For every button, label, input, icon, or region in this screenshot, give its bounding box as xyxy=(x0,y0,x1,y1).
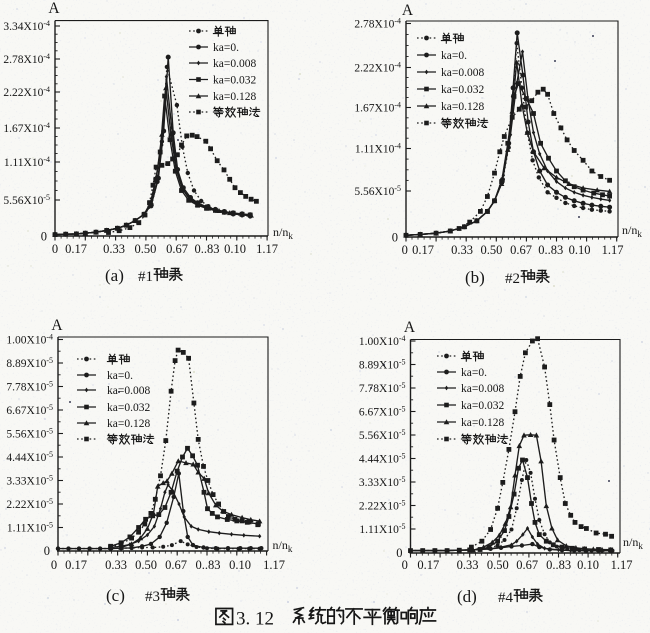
svg-text:#2: #2 xyxy=(505,271,520,287)
svg-text:ka=0.008: ka=0.008 xyxy=(107,385,150,397)
svg-text:0.17: 0.17 xyxy=(65,558,87,572)
svg-text:ka=0.: ka=0. xyxy=(107,370,133,382)
svg-text:1.00X10-4: 1.00X10-4 xyxy=(359,334,406,348)
svg-text:0.33: 0.33 xyxy=(103,242,125,256)
svg-text:1.17: 1.17 xyxy=(256,242,278,256)
svg-text:0.67: 0.67 xyxy=(510,243,532,257)
svg-text:0.33: 0.33 xyxy=(451,243,473,257)
svg-text:0.10: 0.10 xyxy=(229,558,251,572)
svg-text:A: A xyxy=(51,317,63,334)
svg-text:0..83: 0..83 xyxy=(546,558,571,572)
svg-text:1.17: 1.17 xyxy=(602,243,624,257)
svg-text:(a): (a) xyxy=(105,266,124,285)
svg-text:5.56X10-5: 5.56X10-5 xyxy=(3,193,50,207)
svg-text:2.78X10-4: 2.78X10-4 xyxy=(3,52,50,66)
svg-text:ka=0.128: ka=0.128 xyxy=(107,418,150,430)
svg-text:0.33: 0.33 xyxy=(105,558,127,572)
svg-text:(b): (b) xyxy=(465,268,485,287)
svg-text:0: 0 xyxy=(392,231,398,245)
svg-text:0..83: 0..83 xyxy=(195,242,220,256)
svg-text:3. 12: 3. 12 xyxy=(236,609,274,630)
svg-text:n/nk: n/nk xyxy=(623,535,643,551)
svg-text:ka=0.128: ka=0.128 xyxy=(441,101,484,113)
svg-text:8.89X10-5: 8.89X10-5 xyxy=(6,356,53,370)
svg-text:0: 0 xyxy=(41,230,47,244)
svg-text:(c): (c) xyxy=(106,586,125,605)
svg-text:1.11X10-5: 1.11X10-5 xyxy=(7,521,53,535)
svg-text:A: A xyxy=(402,2,414,19)
svg-text:#1: #1 xyxy=(138,269,153,285)
svg-text:0: 0 xyxy=(52,242,58,256)
svg-text:0..83: 0..83 xyxy=(196,558,221,572)
svg-text:0.67: 0.67 xyxy=(166,242,188,256)
svg-text:1.11X10-4: 1.11X10-4 xyxy=(355,142,401,156)
svg-text:1.17: 1.17 xyxy=(611,558,633,572)
svg-text:0: 0 xyxy=(402,243,408,257)
svg-text:6.67X10-5: 6.67X10-5 xyxy=(359,405,406,419)
svg-text:1.67X10-4: 1.67X10-4 xyxy=(3,121,50,135)
svg-text:5.56X10-5: 5.56X10-5 xyxy=(6,427,53,441)
svg-text:ka=0.032: ka=0.032 xyxy=(441,84,484,96)
svg-text:7.78X10-5: 7.78X10-5 xyxy=(6,380,53,394)
svg-text:2.78X10-4: 2.78X10-4 xyxy=(354,17,401,31)
svg-text:1.11X10-4: 1.11X10-4 xyxy=(4,155,50,169)
svg-text:0.17: 0.17 xyxy=(412,243,434,257)
svg-text:(d): (d) xyxy=(457,587,477,606)
svg-text:n/nk: n/nk xyxy=(622,223,642,239)
svg-text:ka=0.032: ka=0.032 xyxy=(213,75,256,87)
svg-text:0.17: 0.17 xyxy=(417,558,439,572)
svg-text:ka=0.: ka=0. xyxy=(213,42,239,54)
svg-text:0.67: 0.67 xyxy=(165,558,187,572)
svg-text:0.50: 0.50 xyxy=(487,558,509,572)
svg-text:#4: #4 xyxy=(498,590,514,606)
svg-text:n/nk: n/nk xyxy=(273,538,293,554)
svg-text:1.67X10-4: 1.67X10-4 xyxy=(354,101,401,115)
svg-text:n/nk: n/nk xyxy=(273,225,293,241)
svg-text:8.89X10-5: 8.89X10-5 xyxy=(359,358,406,372)
svg-text:0..83: 0..83 xyxy=(538,243,563,257)
svg-text:1.00X10-4: 1.00X10-4 xyxy=(6,333,53,347)
svg-text:1.17: 1.17 xyxy=(263,558,285,572)
svg-text:3.34X10-4: 3.34X10-4 xyxy=(3,19,50,33)
svg-text:0: 0 xyxy=(402,558,408,572)
svg-text:ka=0.128: ka=0.128 xyxy=(213,91,256,103)
svg-text:4.44X10-5: 4.44X10-5 xyxy=(359,452,406,466)
svg-text:0.50: 0.50 xyxy=(135,558,157,572)
svg-text:ka=0.128: ka=0.128 xyxy=(461,417,504,429)
svg-text:7.78X10-5: 7.78X10-5 xyxy=(359,381,406,395)
svg-text:A: A xyxy=(48,0,60,17)
svg-text:0.10: 0.10 xyxy=(224,242,246,256)
svg-text:0: 0 xyxy=(51,558,57,572)
svg-text:6.67X10-5: 6.67X10-5 xyxy=(6,403,53,417)
svg-text:0.50: 0.50 xyxy=(134,242,156,256)
svg-text:0: 0 xyxy=(396,546,402,560)
svg-text:2.22X10-4: 2.22X10-4 xyxy=(354,61,401,75)
svg-text:0.10: 0.10 xyxy=(569,243,591,257)
svg-text:ka=0.008: ka=0.008 xyxy=(213,58,256,70)
svg-text:A: A xyxy=(404,319,416,336)
svg-text:0.33: 0.33 xyxy=(457,558,479,572)
svg-text:ka=0.032: ka=0.032 xyxy=(461,400,504,412)
svg-text:2.22X10-5: 2.22X10-5 xyxy=(359,499,406,513)
svg-text:3.33X10-5: 3.33X10-5 xyxy=(6,474,53,488)
svg-text:5.56X10-5: 5.56X10-5 xyxy=(354,184,401,198)
svg-text:3.33X10-5: 3.33X10-5 xyxy=(359,475,406,489)
svg-text:4.44X10-5: 4.44X10-5 xyxy=(6,450,53,464)
svg-text:ka=0.008: ka=0.008 xyxy=(441,67,484,79)
svg-text:ka=0.032: ka=0.032 xyxy=(107,402,150,414)
svg-text:0.50: 0.50 xyxy=(480,243,502,257)
svg-text:0: 0 xyxy=(44,544,50,558)
svg-text:2.22X10-5: 2.22X10-5 xyxy=(6,497,53,511)
svg-text:ka=0.: ka=0. xyxy=(441,50,467,62)
svg-text:ka=0.008: ka=0.008 xyxy=(461,383,504,395)
svg-text:#3: #3 xyxy=(145,589,160,605)
svg-text:0.67: 0.67 xyxy=(516,558,538,572)
svg-text:2.22X10-4: 2.22X10-4 xyxy=(3,85,50,99)
svg-text:ka=0.: ka=0. xyxy=(461,367,487,379)
svg-text:0.17: 0.17 xyxy=(65,242,87,256)
svg-text:5.56X10-5: 5.56X10-5 xyxy=(359,428,406,442)
svg-text:1.11X10-5: 1.11X10-5 xyxy=(359,522,405,536)
svg-text:0.10: 0.10 xyxy=(577,558,599,572)
